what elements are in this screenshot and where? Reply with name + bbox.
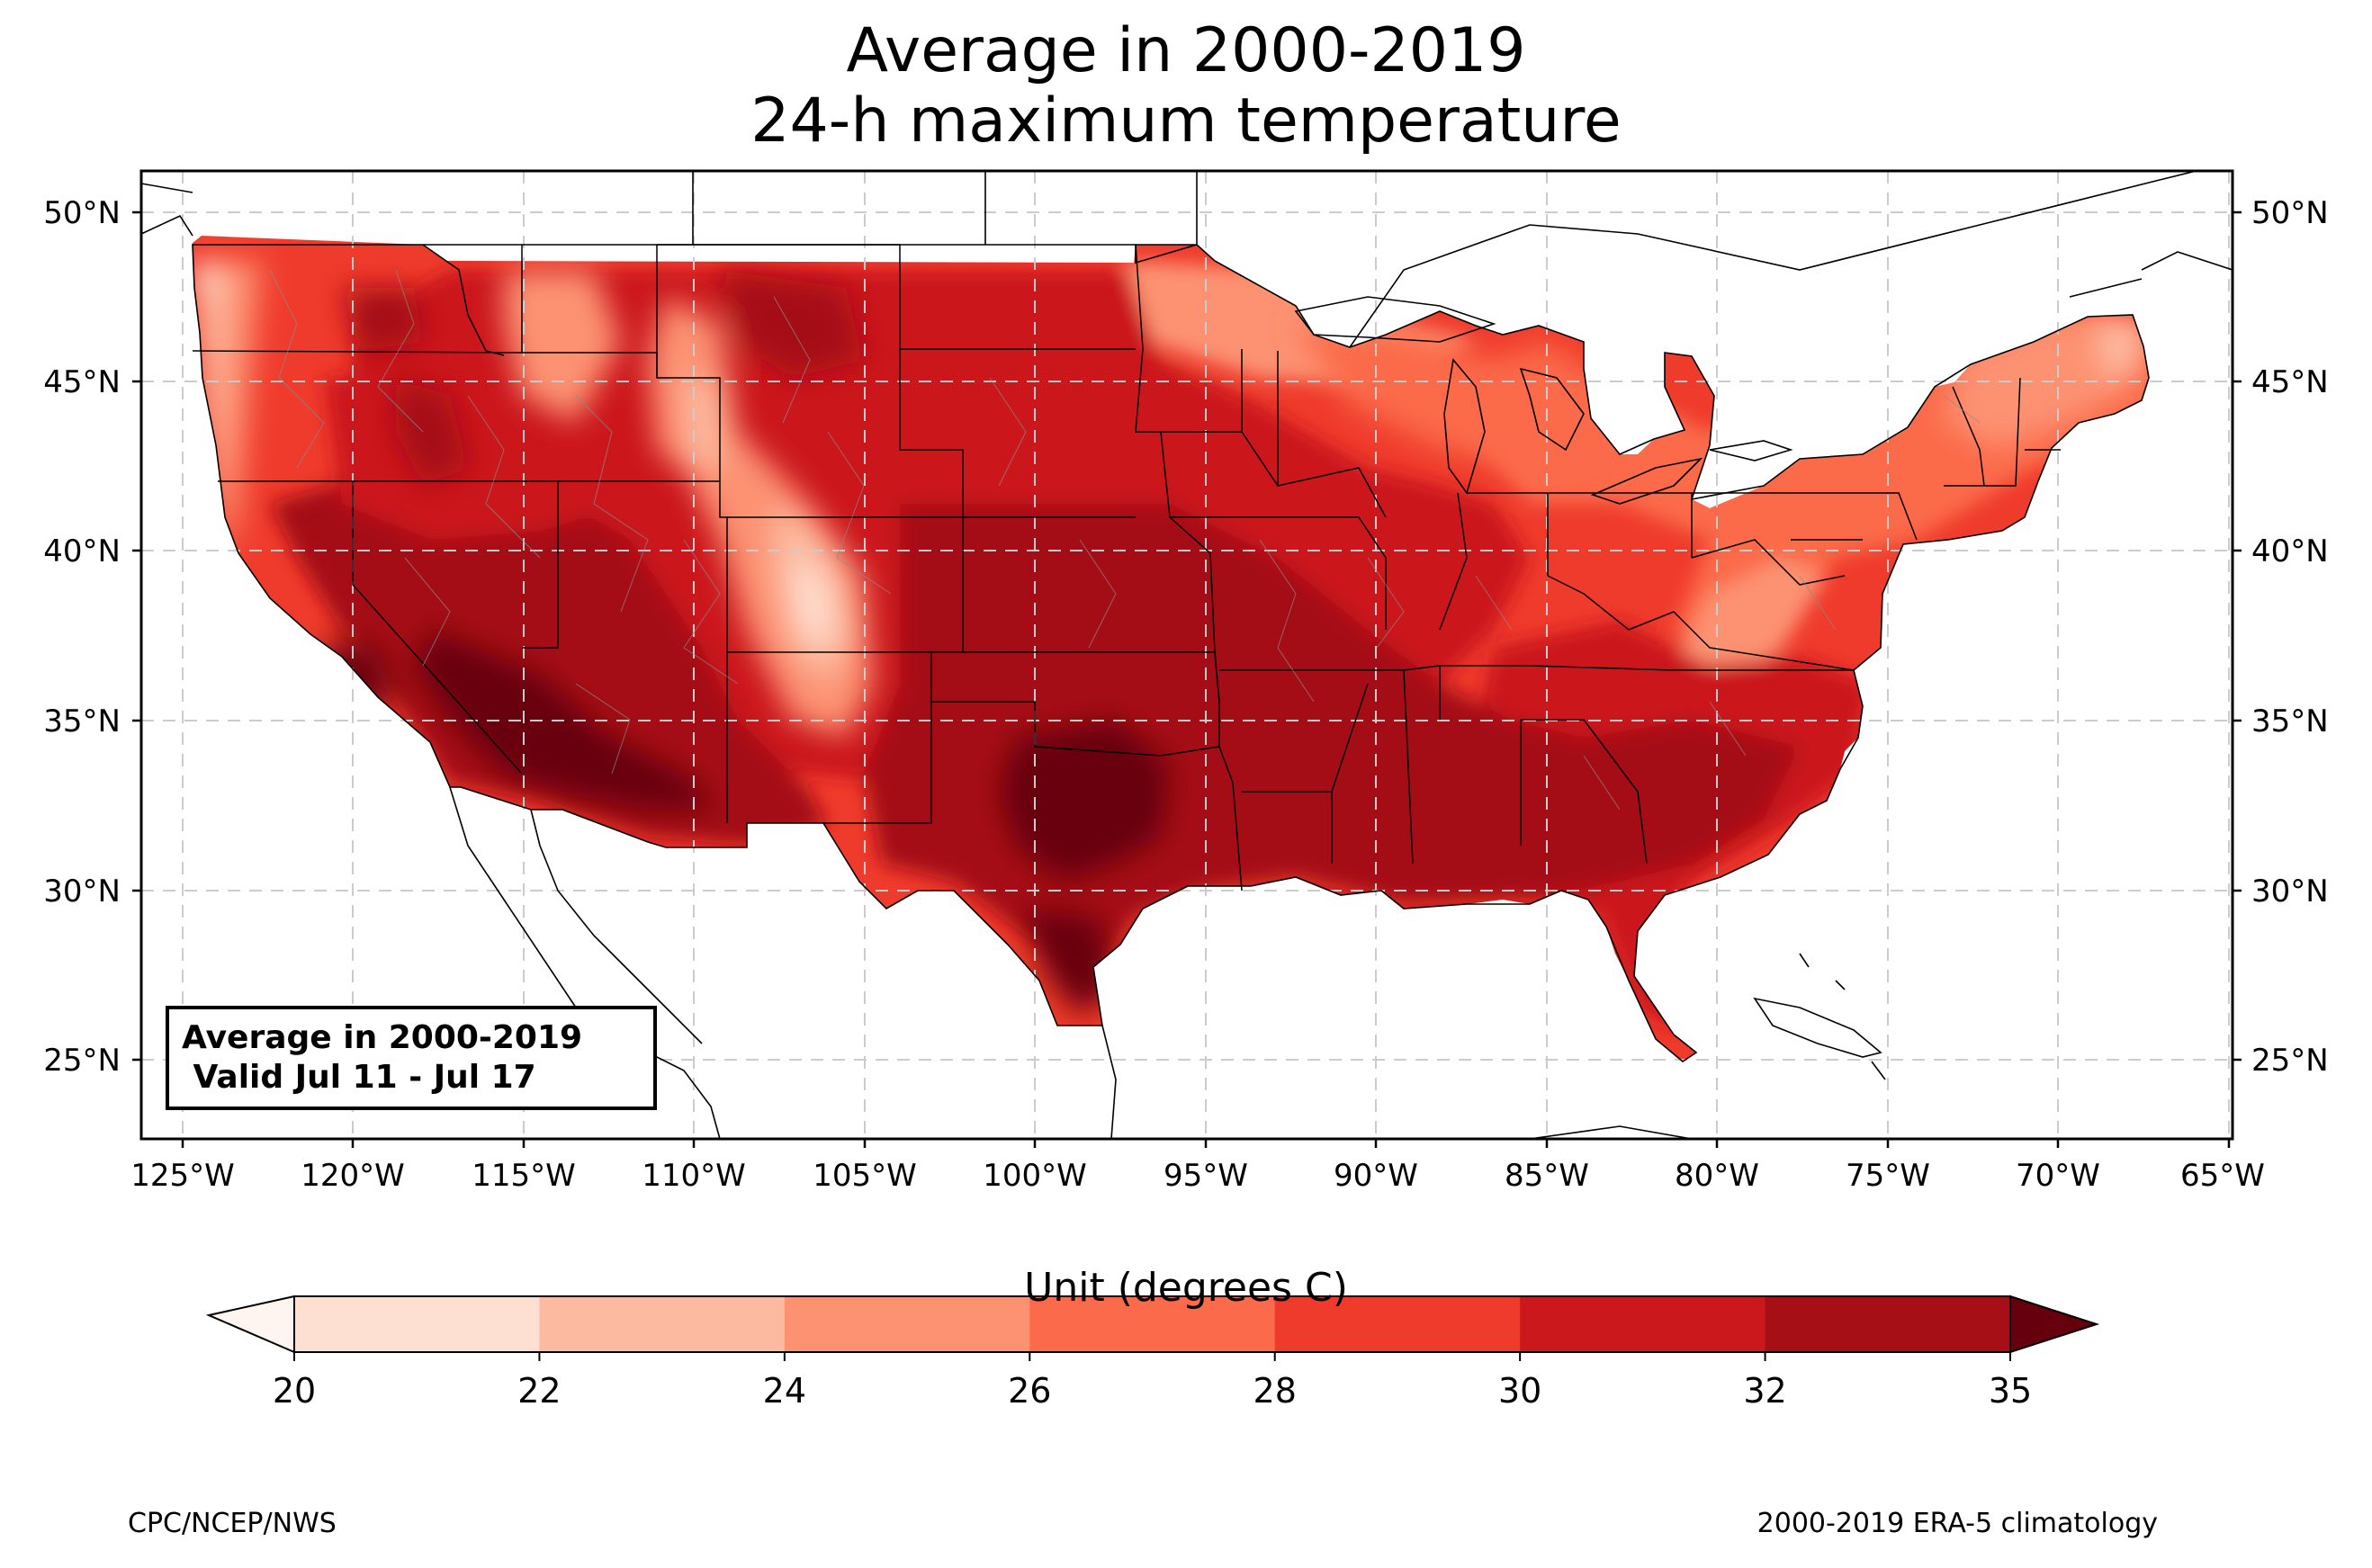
lat-label: 30°N bbox=[2251, 874, 2329, 909]
canada-border bbox=[141, 171, 2199, 348]
lon-label: 95°W bbox=[1164, 1158, 1248, 1194]
region-oregon-hot bbox=[342, 288, 423, 351]
colorbar-tick-label: 32 bbox=[1743, 1371, 1787, 1411]
lake-superior bbox=[1294, 296, 1496, 343]
region-southwest bbox=[270, 477, 828, 846]
lon-label: 120°W bbox=[301, 1158, 405, 1194]
colorbar-swatch bbox=[539, 1296, 786, 1352]
region-desert-hot bbox=[414, 630, 720, 810]
colorbar bbox=[205, 1295, 2100, 1361]
lake-huron bbox=[1519, 367, 1585, 452]
lat-label: 35°N bbox=[2251, 703, 2329, 739]
colorbar-tick-label: 28 bbox=[1253, 1371, 1297, 1411]
lat-label: 25°N bbox=[2251, 1043, 2329, 1079]
region-coastal-ne-coolest bbox=[2097, 315, 2146, 378]
chart-title: Average in 2000-2019 24-h maximum temper… bbox=[0, 16, 2372, 157]
graticule bbox=[141, 171, 2233, 1139]
colorbar-tick-label: 35 bbox=[1988, 1371, 2033, 1411]
tick-marks bbox=[132, 211, 2242, 1148]
region-idaho-mountains-cool bbox=[504, 270, 621, 423]
us-outline bbox=[192, 244, 2150, 1062]
colorbar-ticks bbox=[293, 1352, 2011, 1361]
lon-label: 125°W bbox=[130, 1158, 235, 1194]
lat-label: 50°N bbox=[2251, 195, 2329, 231]
colorbar-tick-label: 30 bbox=[1497, 1371, 1542, 1411]
region-montana-hot bbox=[720, 270, 864, 378]
lon-label: 70°W bbox=[2016, 1158, 2100, 1194]
colorbar-swatch bbox=[1765, 1296, 2011, 1352]
info-line-2: Valid Jul 11 - Jul 17 bbox=[182, 1059, 536, 1096]
lon-label: 65°W bbox=[2180, 1158, 2265, 1194]
region-colorado-coldest bbox=[792, 558, 828, 648]
lon-label: 85°W bbox=[1505, 1158, 1589, 1194]
map-border bbox=[139, 169, 2234, 1141]
lon-label: 80°W bbox=[1675, 1158, 1759, 1194]
bahamas-outline bbox=[1799, 953, 1886, 1080]
lon-labels: 125°W 120°W 115°W 110°W 105°W 100°W 95°W… bbox=[130, 1158, 2265, 1194]
colorbar-swatch bbox=[1274, 1296, 1521, 1352]
colorbar-swatch bbox=[294, 1296, 540, 1352]
lat-label: 30°N bbox=[43, 874, 121, 909]
info-line-1: Average in 2000-2019 bbox=[182, 1019, 583, 1056]
lake-ontario bbox=[1709, 440, 1793, 461]
lat-label: 45°N bbox=[2251, 364, 2329, 400]
lat-labels-right: 50°N 45°N 40°N 35°N 30°N 25°N bbox=[2251, 195, 2329, 1079]
region-idaho-hot bbox=[396, 378, 468, 486]
colorbar-tick-label: 26 bbox=[1008, 1371, 1052, 1411]
colorbar-swatch bbox=[784, 1296, 1030, 1352]
colorbar-swatch bbox=[1520, 1296, 1766, 1352]
lake-erie bbox=[1590, 457, 1703, 505]
colorbar-swatches bbox=[294, 1296, 2011, 1352]
title-line-2: 24-h maximum temperature bbox=[750, 85, 1622, 157]
lon-label: 75°W bbox=[1846, 1158, 1930, 1194]
region-washington-coast-coldest bbox=[193, 261, 216, 306]
info-box: Average in 2000-2019 Valid Jul 11 - Jul … bbox=[166, 1006, 657, 1110]
lon-label: 115°W bbox=[472, 1158, 576, 1194]
lat-label: 50°N bbox=[43, 195, 121, 231]
colorbar-tick-label: 24 bbox=[762, 1371, 807, 1411]
county-lines bbox=[269, 269, 1981, 811]
lat-labels-left: 50°N 45°N 40°N 35°N 30°N 25°N bbox=[43, 195, 121, 1079]
lat-label: 25°N bbox=[43, 1043, 121, 1079]
lon-label: 100°W bbox=[983, 1158, 1087, 1194]
region-great-lakes-cool bbox=[1296, 324, 1602, 468]
lat-label: 40°N bbox=[2251, 533, 2329, 569]
colorbar-tick-label: 20 bbox=[272, 1371, 317, 1411]
state-borders bbox=[192, 244, 2061, 892]
colorbar-title: Unit (degrees C) bbox=[1024, 1265, 1348, 1311]
colorbar-tick-label: 22 bbox=[517, 1371, 562, 1411]
lon-label: 105°W bbox=[813, 1158, 917, 1194]
lat-label: 40°N bbox=[43, 533, 121, 569]
colorbar-swatch bbox=[1029, 1296, 1276, 1352]
credit-right: 2000-2019 ERA-5 climatology bbox=[1757, 1508, 2158, 1539]
region-south-texas-hot bbox=[1026, 909, 1116, 1017]
region-coast-cold bbox=[193, 261, 225, 486]
lat-label: 35°N bbox=[43, 703, 121, 739]
region-texas-hot bbox=[999, 720, 1170, 882]
lat-label: 45°N bbox=[43, 364, 121, 400]
cuba-outline bbox=[1753, 997, 1882, 1058]
region-yellowstone-cold bbox=[684, 378, 720, 468]
title-line-1: Average in 2000-2019 bbox=[846, 15, 1526, 86]
canada-coast bbox=[141, 214, 2233, 298]
credit-left: CPC/NCEP/NWS bbox=[128, 1508, 337, 1539]
colorbar-frame bbox=[293, 1295, 2011, 1353]
lon-label: 90°W bbox=[1334, 1158, 1418, 1194]
lon-label: 110°W bbox=[642, 1158, 746, 1194]
